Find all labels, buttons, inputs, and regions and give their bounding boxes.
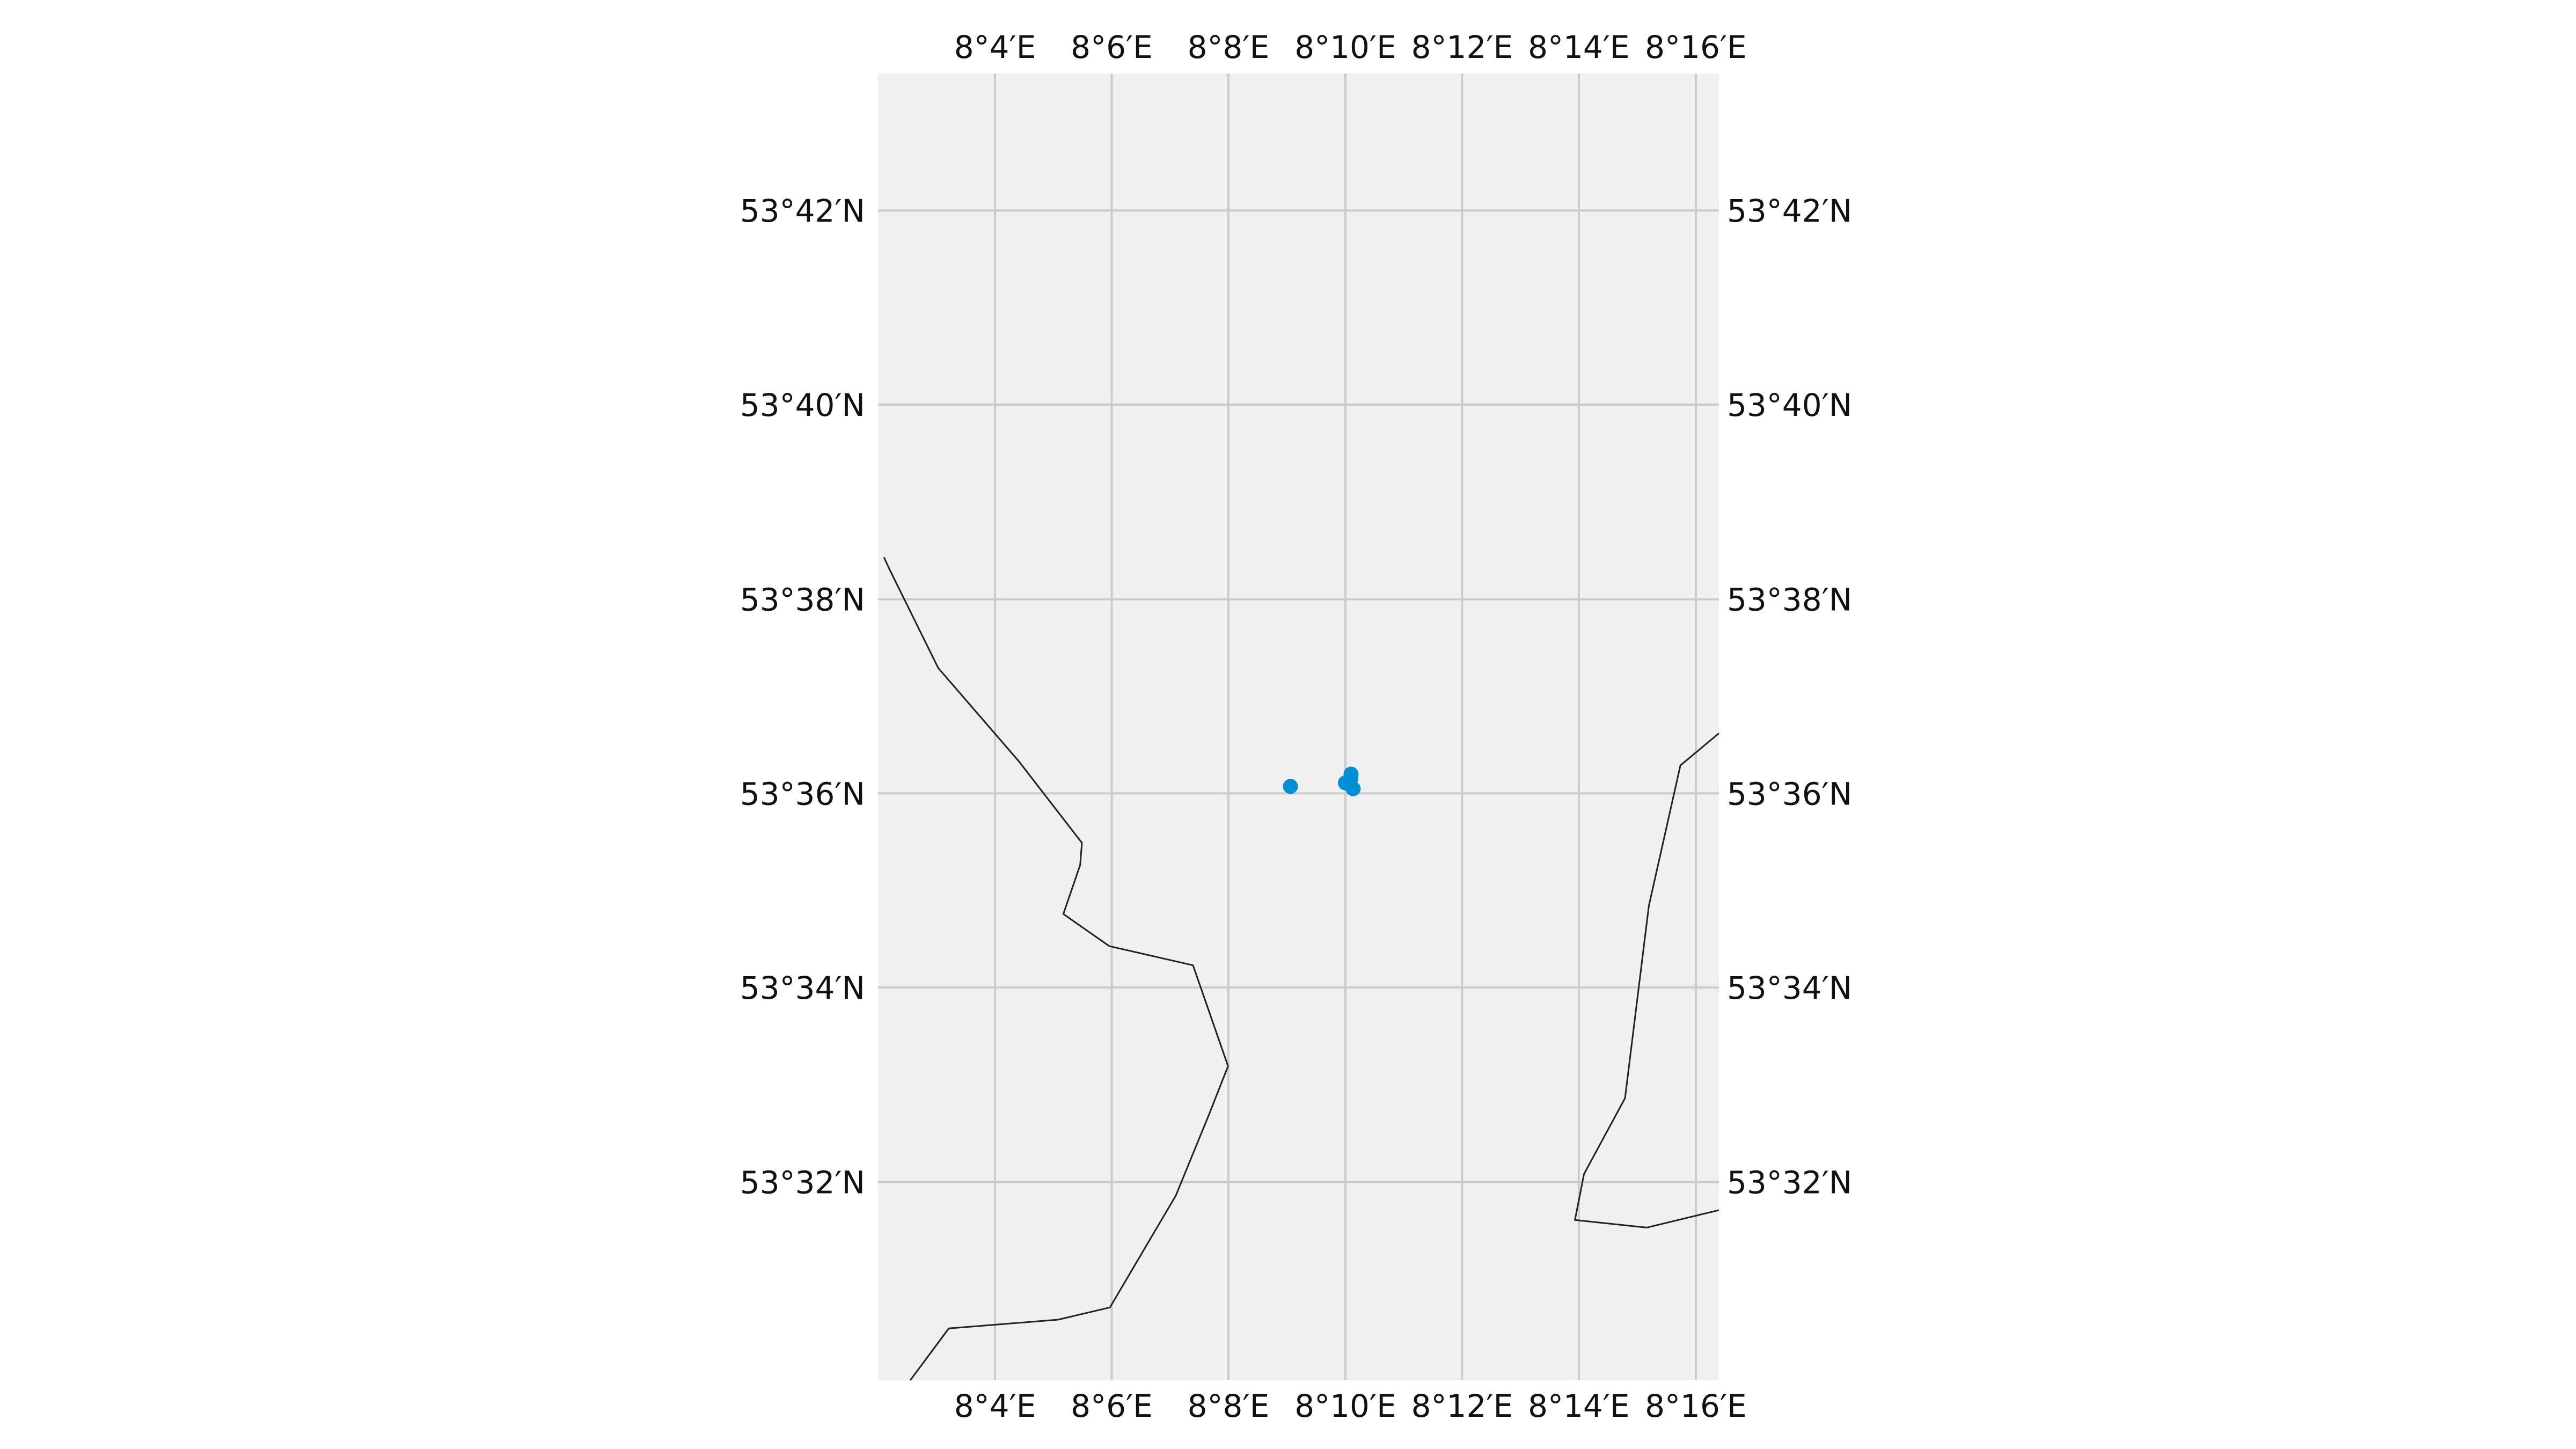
x-tick-label-top: 8°10′E [1294, 29, 1396, 65]
data-point-0 [1283, 779, 1298, 794]
x-tick-label-bottom: 8°10′E [1294, 1388, 1396, 1424]
y-tick-label-right: 53°38′N [1727, 582, 1852, 618]
y-tick-label-right: 53°32′N [1727, 1165, 1852, 1201]
x-tick-label-bottom: 8°8′E [1188, 1388, 1270, 1424]
coastline-1 [1574, 733, 1719, 1228]
x-tick-label-bottom: 8°4′E [954, 1388, 1036, 1424]
y-tick-label-left: 53°42′N [740, 193, 865, 229]
y-tick-label-left: 53°34′N [740, 970, 865, 1006]
grid-layer [878, 74, 1719, 1380]
coastline-0 [883, 557, 1229, 1381]
y-tick-label-right: 53°36′N [1727, 775, 1852, 812]
y-tick-label-left: 53°38′N [740, 582, 865, 618]
x-tick-label-top: 8°12′E [1411, 29, 1513, 65]
x-tick-label-bottom: 8°12′E [1411, 1388, 1513, 1424]
map-area [878, 74, 1719, 1380]
y-tick-label-left: 53°40′N [740, 387, 865, 423]
data-point-4 [1343, 771, 1358, 787]
points-layer [1283, 766, 1361, 796]
tick-label-layer: 8°4′E 8°4′E 8°6′E 8°6′E 8°8′E 8°8′E 8°10′E 8°10… [740, 29, 1852, 1424]
coastline-layer [883, 557, 1719, 1381]
x-tick-label-top: 8°6′E [1071, 29, 1153, 65]
y-tick-label-right: 53°34′N [1727, 970, 1852, 1006]
y-tick-label-right: 53°40′N [1727, 387, 1852, 423]
x-tick-label-bottom: 8°16′E [1645, 1388, 1747, 1424]
x-tick-label-bottom: 8°14′E [1528, 1388, 1630, 1424]
y-tick-label-right: 53°42′N [1727, 193, 1852, 229]
x-tick-label-bottom: 8°6′E [1071, 1388, 1153, 1424]
y-tick-label-left: 53°32′N [740, 1165, 865, 1201]
x-tick-label-top: 8°14′E [1528, 29, 1630, 65]
x-tick-label-top: 8°16′E [1645, 29, 1747, 65]
x-tick-label-top: 8°4′E [954, 29, 1036, 65]
x-tick-label-top: 8°8′E [1188, 29, 1270, 65]
y-tick-label-left: 53°36′N [740, 775, 865, 812]
